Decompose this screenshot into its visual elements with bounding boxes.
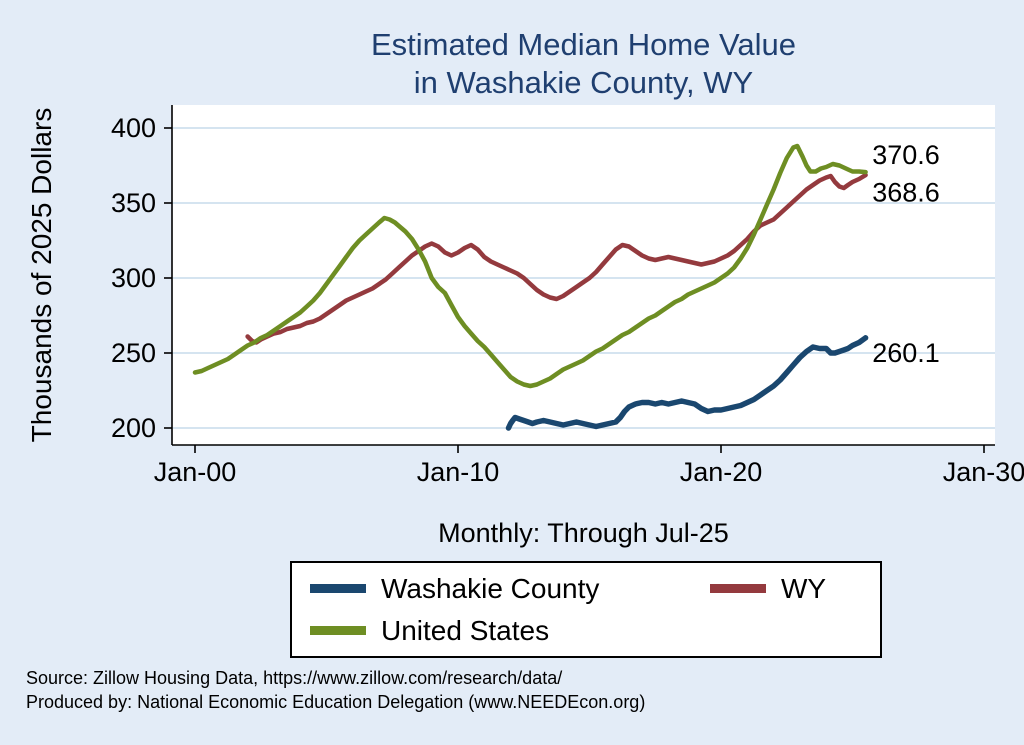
series-line-united-states bbox=[192, 143, 868, 389]
source-line2: Produced by: National Economic Education… bbox=[26, 692, 646, 712]
legend-item-wy: WY bbox=[710, 573, 880, 605]
y-tick-label: 300 bbox=[111, 263, 156, 293]
y-tick-label: 400 bbox=[111, 113, 156, 143]
legend-swatch-olive bbox=[310, 626, 366, 635]
chart-title-line1: Estimated Median Home Value bbox=[370, 27, 797, 62]
chart-subtitle: Monthly: Through Jul-25 bbox=[438, 518, 729, 548]
legend-label: Washakie County bbox=[381, 572, 600, 604]
y-axis-title: Thousands of 2025 Dollars bbox=[26, 107, 57, 443]
series-line-washakie-county bbox=[505, 335, 869, 431]
x-tick-label: Jan-30 bbox=[943, 457, 1024, 487]
x-tick-label: Jan-00 bbox=[154, 457, 237, 487]
end-value-label: 368.6 bbox=[872, 178, 940, 208]
x-tick-label: Jan-20 bbox=[680, 457, 763, 487]
series-line-wy bbox=[245, 172, 868, 345]
legend-label: WY bbox=[781, 572, 827, 604]
source-note: Source: Zillow Housing Data, https://www… bbox=[26, 666, 645, 714]
legend: Washakie County WY United States bbox=[290, 561, 882, 658]
y-tick-label: 350 bbox=[111, 188, 156, 218]
source-line1: Source: Zillow Housing Data, https://www… bbox=[26, 668, 563, 688]
y-tick-label: 200 bbox=[111, 413, 156, 443]
plot-area: 200 250 300 350 400 Jan-00 Jan-10 Jan-20 Jan-30 3… bbox=[111, 105, 1024, 487]
legend-label: United States bbox=[381, 614, 550, 646]
legend-item-washakie-county: Washakie County bbox=[310, 573, 710, 605]
chart-title-line2: in Washakie County, WY bbox=[413, 65, 754, 100]
x-tick-label: Jan-10 bbox=[417, 457, 500, 487]
legend-item-united-states: United States bbox=[310, 615, 710, 647]
chart-title: Estimated Median Home Value in Washakie … bbox=[172, 26, 995, 102]
legend-swatch-maroon bbox=[710, 584, 766, 593]
end-value-label: 370.6 bbox=[872, 140, 940, 170]
end-value-label: 260.1 bbox=[872, 338, 940, 368]
y-tick-label: 250 bbox=[111, 338, 156, 368]
legend-swatch-navy bbox=[310, 584, 366, 593]
